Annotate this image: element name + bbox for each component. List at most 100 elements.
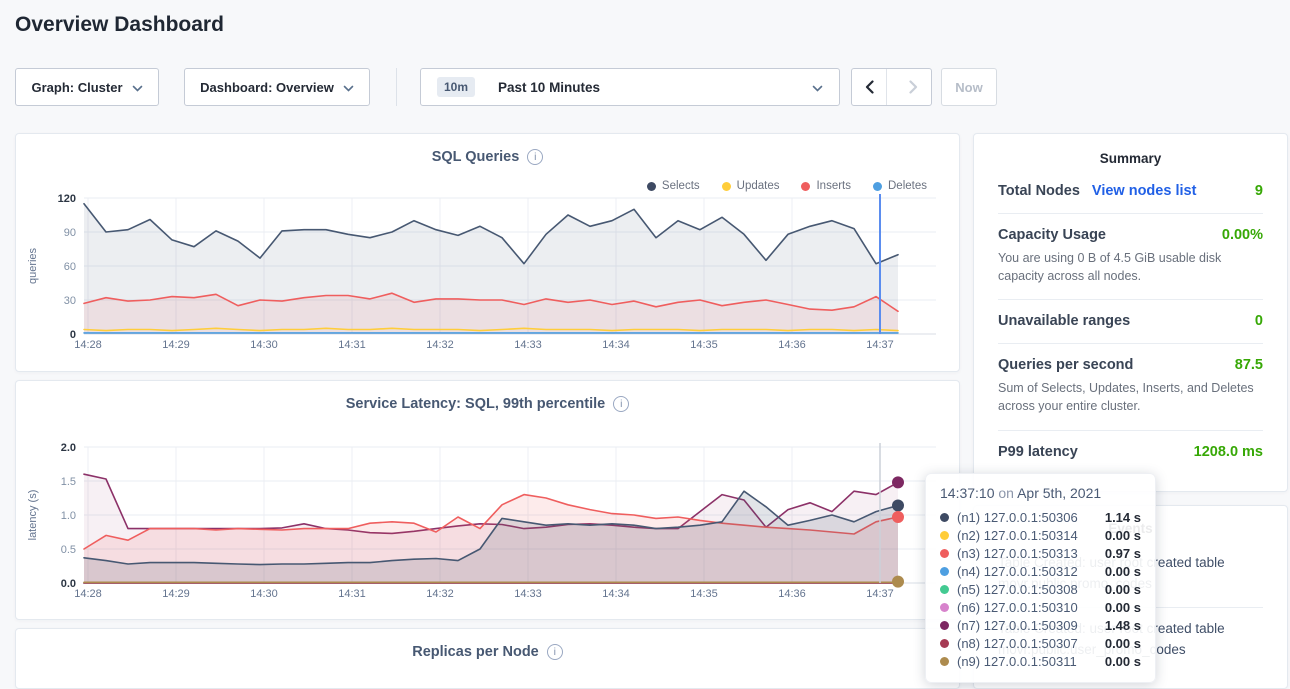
svg-text:14:30: 14:30 bbox=[250, 588, 278, 600]
tooltip-node-value: 0.00 s bbox=[1104, 563, 1141, 579]
tooltip-node-value: 0.00 s bbox=[1104, 527, 1141, 543]
tooltip-row: (n2) 127.0.0.1:50314 0.00 s bbox=[940, 526, 1141, 544]
view-nodes-list-link[interactable]: View nodes list bbox=[1091, 183, 1197, 199]
svg-text:0: 0 bbox=[70, 329, 76, 341]
legend-item-updates[interactable]: Updates bbox=[721, 180, 780, 192]
tooltip-node-value: 0.97 s bbox=[1104, 545, 1141, 561]
tooltip-node-label: (n8) 127.0.0.1:50307 bbox=[957, 635, 1078, 651]
time-nav-group bbox=[851, 68, 932, 106]
svg-text:90: 90 bbox=[64, 227, 76, 239]
series-dot-icon bbox=[940, 602, 949, 612]
tooltip-row: (n3) 127.0.0.1:50313 0.97 s bbox=[940, 544, 1141, 562]
svg-text:14:35: 14:35 bbox=[690, 588, 718, 600]
series-dot-icon bbox=[940, 530, 949, 540]
svg-text:30: 30 bbox=[64, 295, 76, 307]
legend-label: Updates bbox=[736, 180, 780, 192]
chart-title-text: Service Latency: SQL, 99th percentile bbox=[345, 396, 606, 412]
svg-text:1.0: 1.0 bbox=[61, 510, 76, 522]
graph-dropdown-label: Graph: Cluster bbox=[31, 79, 123, 95]
summary-title: Summary bbox=[1099, 151, 1162, 166]
legend-label: Inserts bbox=[816, 180, 851, 192]
legend-dot-icon bbox=[801, 181, 811, 191]
qps-description: Sum of Selects, Updates, Inserts, and De… bbox=[998, 381, 1254, 414]
dashboard-dropdown[interactable]: Dashboard: Overview bbox=[184, 68, 370, 106]
tooltip-row: (n5) 127.0.0.1:50308 0.00 s bbox=[940, 580, 1141, 598]
tooltip-node-value: 0.00 s bbox=[1104, 599, 1141, 615]
svg-text:1.5: 1.5 bbox=[61, 476, 76, 488]
chart-title: SQL Queries i bbox=[16, 134, 959, 165]
tooltip-node-label: (n5) 127.0.0.1:50308 bbox=[957, 581, 1078, 597]
now-button[interactable]: Now bbox=[941, 68, 997, 106]
svg-text:0.0: 0.0 bbox=[61, 578, 76, 590]
chevron-down-icon bbox=[812, 80, 823, 95]
tooltip-on: on bbox=[998, 485, 1014, 501]
tooltip-node-value: 0.00 s bbox=[1104, 581, 1141, 597]
sql-queries-plot[interactable]: 0 30 60 90 120 14:28 14:29 14:30 14:31 14:32 14:33… bbox=[16, 174, 946, 360]
svg-text:14:37: 14:37 bbox=[866, 339, 894, 351]
chart-title: Replicas per Node i bbox=[16, 629, 959, 660]
summary-panel: Summary Total Nodes View nodes list 9 Ca… bbox=[973, 133, 1288, 492]
tooltip-row: (n4) 127.0.0.1:50312 0.00 s bbox=[940, 562, 1141, 580]
tooltip-node-value: 0.00 s bbox=[1104, 653, 1141, 669]
sql-queries-chart-card: SQL Queries i Selects Updates Inserts Delet… bbox=[15, 133, 960, 372]
summary-unavailable-ranges: Unavailable ranges 0 bbox=[998, 300, 1263, 345]
svg-text:14:32: 14:32 bbox=[426, 588, 454, 600]
unavailable-ranges-value: 0 bbox=[1254, 313, 1263, 330]
svg-text:14:37: 14:37 bbox=[866, 588, 894, 600]
tooltip-node-label: (n9) 127.0.0.1:50311 bbox=[957, 653, 1077, 669]
svg-text:14:29: 14:29 bbox=[162, 588, 190, 600]
tooltip-date: Apr 5th, 2021 bbox=[1017, 485, 1102, 501]
tooltip-node-label: (n7) 127.0.0.1:50309 bbox=[957, 617, 1078, 633]
svg-text:14:36: 14:36 bbox=[778, 588, 806, 600]
info-icon[interactable]: i bbox=[527, 149, 544, 165]
tooltip-time: 14:37:10 bbox=[940, 485, 995, 501]
next-time-button[interactable] bbox=[896, 69, 931, 105]
tooltip-rows: (n1) 127.0.0.1:50306 1.14 s (n2) 127.0.0.1… bbox=[940, 508, 1141, 670]
dashboard-dropdown-label: Dashboard: Overview bbox=[200, 79, 334, 95]
series-dot-icon bbox=[940, 620, 949, 630]
svg-text:14:33: 14:33 bbox=[514, 588, 542, 600]
svg-text:14:31: 14:31 bbox=[338, 339, 366, 351]
svg-text:14:28: 14:28 bbox=[74, 339, 102, 351]
info-icon[interactable]: i bbox=[546, 644, 563, 660]
time-range-selector[interactable]: 10m Past 10 Minutes bbox=[420, 68, 840, 106]
total-nodes-value: 9 bbox=[1254, 183, 1263, 199]
legend-item-deletes[interactable]: Deletes bbox=[873, 180, 927, 192]
series-dot-icon bbox=[940, 566, 949, 576]
tooltip-row: (n1) 127.0.0.1:50306 1.14 s bbox=[940, 508, 1141, 526]
svg-text:14:36: 14:36 bbox=[778, 339, 806, 351]
series-dot-icon bbox=[940, 638, 949, 648]
qps-label: Queries per second bbox=[998, 357, 1134, 374]
svg-text:0.5: 0.5 bbox=[61, 544, 76, 556]
tooltip-row: (n6) 127.0.0.1:50310 0.00 s bbox=[940, 598, 1141, 616]
p99-latency-value: 1208.0 ms bbox=[1193, 443, 1263, 460]
graph-dropdown[interactable]: Graph: Cluster bbox=[15, 68, 159, 106]
legend-item-selects[interactable]: Selects bbox=[646, 180, 700, 192]
capacity-value: 0.00% bbox=[1221, 227, 1263, 243]
tooltip-row: (n9) 127.0.0.1:50311 0.00 s bbox=[940, 652, 1141, 670]
tooltip-node-value: 0.00 s bbox=[1104, 635, 1141, 651]
legend-item-inserts[interactable]: Inserts bbox=[801, 180, 851, 192]
service-latency-plot[interactable]: 0.0 0.5 1.0 1.5 2.0 14:28 14:29 14:30 14:31 14:32… bbox=[16, 423, 946, 609]
tooltip-node-label: (n3) 127.0.0.1:50313 bbox=[957, 545, 1078, 561]
svg-text:120: 120 bbox=[58, 193, 76, 205]
tooltip-timestamp: 14:37:10 on Apr 5th, 2021 bbox=[940, 485, 1141, 501]
service-latency-chart-card: Service Latency: SQL, 99th percentile i … bbox=[15, 380, 960, 620]
svg-text:14:30: 14:30 bbox=[250, 339, 278, 351]
svg-text:14:32: 14:32 bbox=[426, 339, 454, 351]
svg-text:latency (s): latency (s) bbox=[27, 490, 39, 541]
tooltip-node-value: 1.48 s bbox=[1104, 617, 1141, 633]
p99-latency-label: P99 latency bbox=[998, 443, 1078, 460]
prev-time-button[interactable] bbox=[852, 69, 888, 105]
svg-text:queries: queries bbox=[27, 247, 39, 284]
series-dot-icon bbox=[940, 512, 949, 522]
chart-title: Service Latency: SQL, 99th percentile i bbox=[16, 381, 959, 412]
sql-queries-legend: Selects Updates Inserts Deletes bbox=[646, 180, 927, 192]
tooltip-node-label: (n6) 127.0.0.1:50310 bbox=[957, 599, 1078, 615]
chevron-down-icon bbox=[132, 80, 143, 95]
svg-text:60: 60 bbox=[64, 261, 76, 273]
svg-text:2.0: 2.0 bbox=[61, 442, 76, 454]
info-icon[interactable]: i bbox=[613, 396, 630, 412]
tooltip-node-label: (n1) 127.0.0.1:50306 bbox=[957, 509, 1078, 525]
summary-qps: Queries per second 87.5 Sum of Selects, … bbox=[998, 344, 1263, 431]
